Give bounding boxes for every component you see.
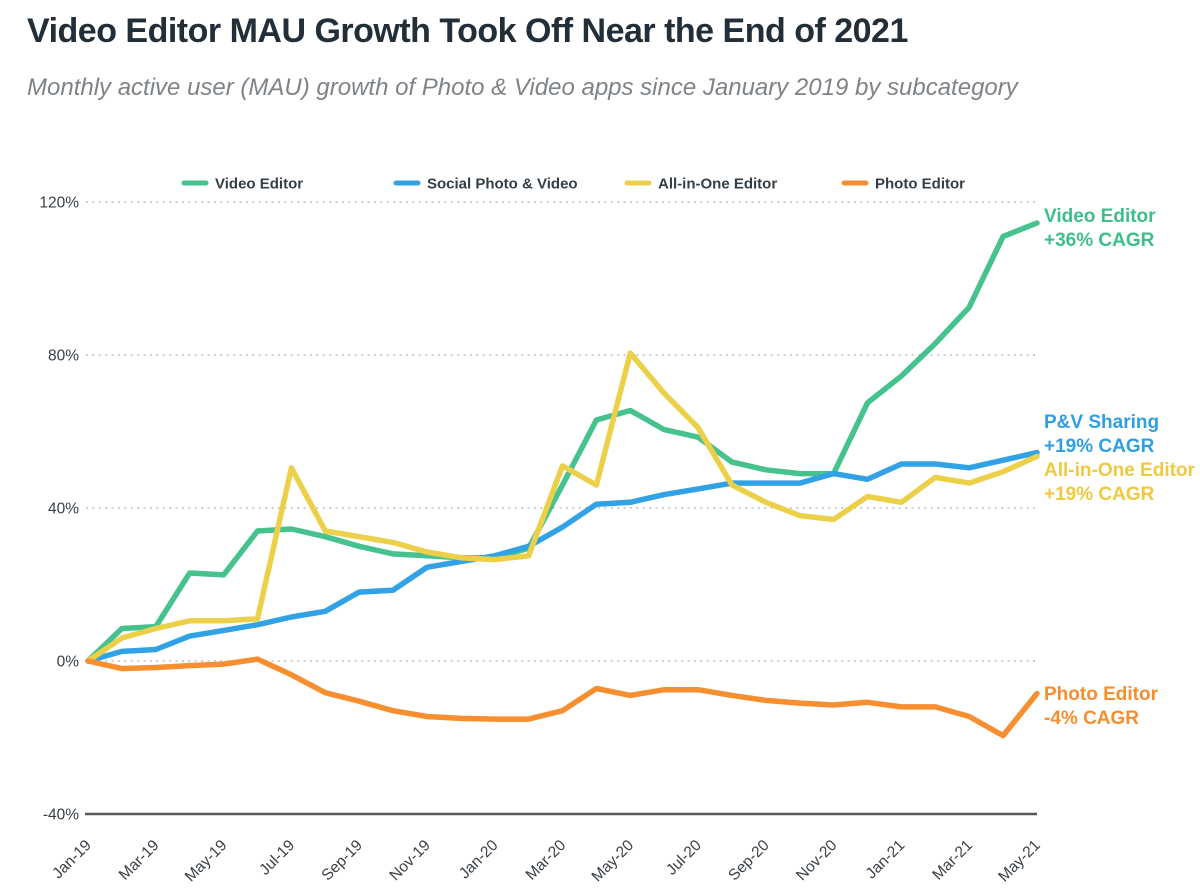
series-line-video-editor [85, 220, 1040, 664]
legend-label: All-in-One Editor [658, 176, 777, 193]
legend-item: Social Photo & Video [393, 176, 578, 193]
legend-item: Photo Editor [841, 176, 965, 193]
y-tick-label: 120% [39, 195, 79, 212]
x-tick-label: May-21 [995, 837, 1044, 886]
y-tick-label: 80% [48, 348, 79, 365]
series-line-all-in-one-editor [85, 350, 1040, 664]
legend-label: Video Editor [215, 176, 303, 193]
series-annotation: All-in-One Editor +19% CAGR [1044, 460, 1196, 505]
legend-label: Social Photo & Video [427, 176, 578, 193]
x-tick-label: Sep-19 [319, 837, 366, 884]
series-annotation: Video Editor +36% CAGR [1044, 206, 1156, 251]
legend: Video Editor Social Photo & Video All-in-O… [181, 176, 965, 193]
x-tick-label: Jul-20 [663, 837, 705, 879]
x-tick-label: Jan-20 [456, 837, 502, 883]
x-tick-label: Jul-19 [256, 837, 298, 879]
series-line-social-photo-video [85, 449, 1040, 664]
legend-item: All-in-One Editor [624, 176, 777, 193]
x-tick-label: Sep-20 [725, 837, 773, 885]
x-tick-label: May-19 [182, 837, 231, 886]
series-annotation: P&V Sharing +19% CAGR [1044, 412, 1159, 457]
legend-item: Video Editor [181, 176, 303, 193]
page-subtitle: Monthly active user (MAU) growth of Phot… [27, 74, 1018, 101]
x-tick-label: Mar-19 [116, 837, 163, 884]
legend-label: Photo Editor [875, 176, 965, 193]
x-tick-label: Nov-19 [386, 837, 433, 884]
y-tick-label: 40% [48, 501, 79, 518]
x-tick-label: Nov-20 [793, 837, 841, 885]
x-tick-label: Jan-19 [49, 837, 95, 883]
y-tick-label: -40% [43, 807, 79, 824]
x-tick-label: May-20 [589, 837, 638, 886]
page-title: Video Editor MAU Growth Took Off Near th… [27, 12, 908, 50]
x-tick-label: Mar-20 [523, 837, 570, 884]
series-annotation: Photo Editor -4% CAGR [1044, 684, 1159, 729]
x-tick-label: Jan-21 [863, 837, 909, 883]
y-tick-label: 0% [57, 654, 80, 671]
x-tick-label: Mar-21 [929, 837, 976, 884]
series-line-photo-editor [85, 656, 1040, 739]
